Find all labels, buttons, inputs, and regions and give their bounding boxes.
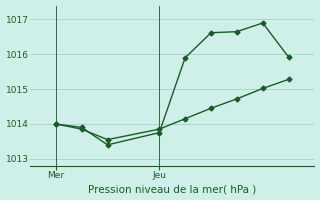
X-axis label: Pression niveau de la mer( hPa ): Pression niveau de la mer( hPa ) [88, 184, 256, 194]
